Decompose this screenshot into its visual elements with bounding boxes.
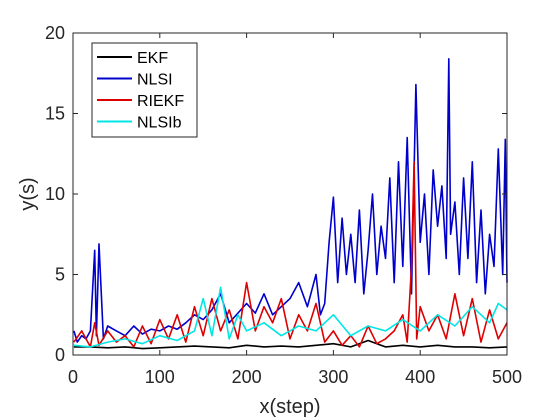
axis-layer: 0 100 200 300 400 500 0 5 10 15 20: [45, 23, 522, 387]
x-tick-label: 200: [232, 367, 262, 387]
series-layer: [73, 57, 508, 350]
y-tick-label: 20: [45, 23, 65, 43]
y-axis-label: y(s): [17, 177, 39, 210]
legend-label-nlsib: NLSIb: [137, 115, 182, 132]
x-tick-label: 300: [318, 367, 348, 387]
x-tick-label: 0: [68, 367, 78, 387]
legend-box: [91, 42, 198, 138]
y-tick-label: 15: [45, 104, 65, 124]
legend: EKF NLSI RIEKF NLSIb: [91, 42, 198, 138]
legend-label-ekf: EKF: [137, 50, 168, 67]
legend-label-riekf: RIEKF: [137, 93, 184, 110]
x-axis-label: x(step): [259, 396, 320, 418]
y-tick-label: 5: [55, 265, 65, 285]
series-line-ekf: [73, 339, 508, 350]
y-tick-label: 10: [45, 184, 65, 204]
x-tick-label: 100: [145, 367, 175, 387]
legend-label-nlsi: NLSI: [137, 72, 173, 89]
series-line-nlsi: [73, 57, 508, 343]
series-line-nlsib: [73, 286, 508, 348]
series-line-riekf: [73, 161, 508, 348]
x-tick-label: 500: [492, 367, 522, 387]
x-tick-label: 400: [405, 367, 435, 387]
y-tick-label: 0: [55, 345, 65, 365]
